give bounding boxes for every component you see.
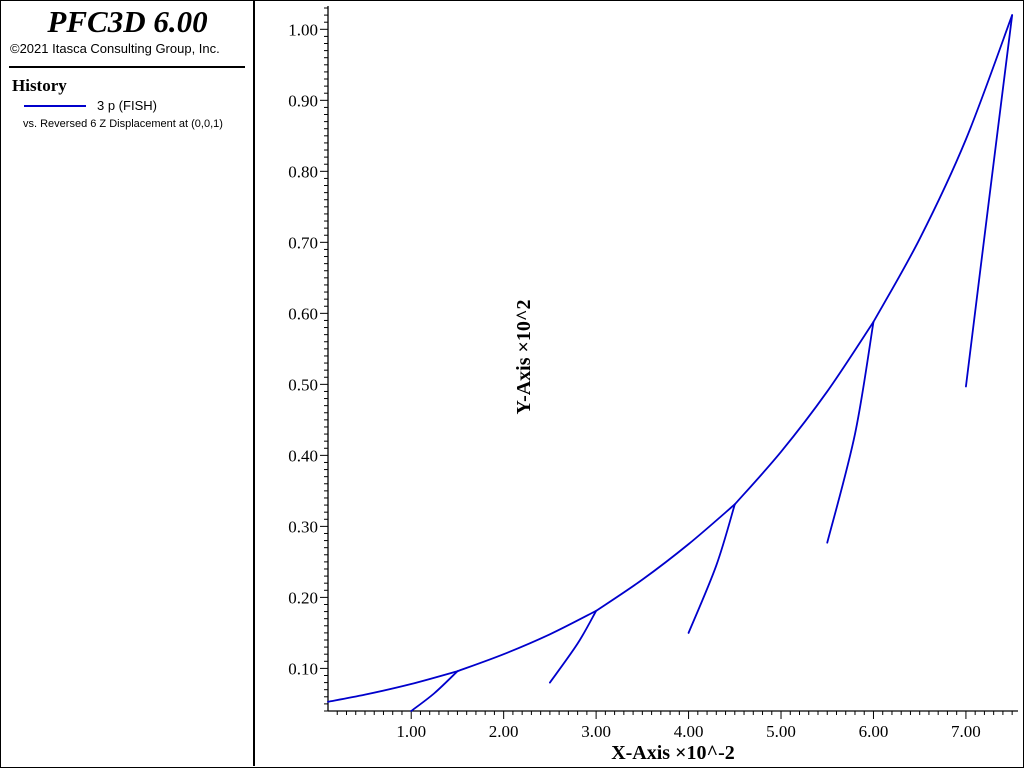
y-tick-label: 0.80 bbox=[288, 162, 318, 181]
app-title: PFC3D 6.00 bbox=[47, 4, 208, 39]
x-axis: 1.00 2.00 3.00 4.00 5.00 6.00 7.00 bbox=[328, 710, 1018, 741]
x-tick-label: 3.00 bbox=[581, 722, 611, 741]
series-segment bbox=[595, 503, 736, 612]
y-tick-label: 0.30 bbox=[288, 517, 318, 536]
y-tick-label: 0.40 bbox=[288, 446, 318, 465]
series-segment bbox=[965, 14, 1014, 388]
y-tick-label: 0.60 bbox=[288, 304, 318, 323]
x-axis-title: X-Axis ×10^-2 bbox=[611, 742, 735, 764]
series-segment bbox=[872, 14, 1014, 323]
series-segment bbox=[733, 320, 875, 506]
x-tick-label: 4.00 bbox=[674, 722, 704, 741]
legend-line-swatch bbox=[24, 105, 86, 107]
series-segment bbox=[410, 670, 459, 712]
x-tick-label: 6.00 bbox=[859, 722, 889, 741]
series-segment bbox=[826, 320, 875, 544]
y-tick-label: 0.50 bbox=[288, 375, 318, 394]
title-divider bbox=[9, 66, 245, 68]
y-tick-label: 0.10 bbox=[288, 659, 318, 678]
legend-series-label: 3 p (FISH) bbox=[97, 98, 157, 113]
y-tick-label: 1.00 bbox=[288, 20, 318, 39]
series-segment bbox=[687, 503, 736, 634]
y-axis: 0.10 0.20 0.30 0.40 0.50 0.60 0.70 0.80 0.90 1.00 bbox=[288, 6, 329, 712]
series-segment bbox=[548, 609, 598, 684]
y-tick-label: 0.20 bbox=[288, 588, 318, 607]
y-tick-label: 0.90 bbox=[288, 91, 318, 110]
x-tick-label: 1.00 bbox=[396, 722, 426, 741]
copyright-text: ©2021 Itasca Consulting Group, Inc. bbox=[10, 41, 220, 56]
legend-vs-label: vs. Reversed 6 Z Displacement at (0,0,1) bbox=[23, 118, 223, 130]
y-tick-label: 0.70 bbox=[288, 233, 318, 252]
x-tick-label: 2.00 bbox=[489, 722, 519, 741]
legend-panel: PFC3D 6.00 ©2021 Itasca Consulting Group… bbox=[0, 0, 255, 766]
history-heading: History bbox=[12, 76, 67, 95]
chart-area: 1.00 2.00 3.00 4.00 5.00 6.00 7.00 0.10 0.20 0.3… bbox=[288, 6, 1018, 764]
y-axis-title: Y-Axis ×10^2 bbox=[513, 299, 535, 414]
x-tick-label: 7.00 bbox=[951, 722, 981, 741]
series-layer bbox=[327, 14, 1014, 712]
series-segment bbox=[456, 609, 598, 673]
series-segment bbox=[327, 670, 459, 703]
x-tick-label: 5.00 bbox=[766, 722, 796, 741]
